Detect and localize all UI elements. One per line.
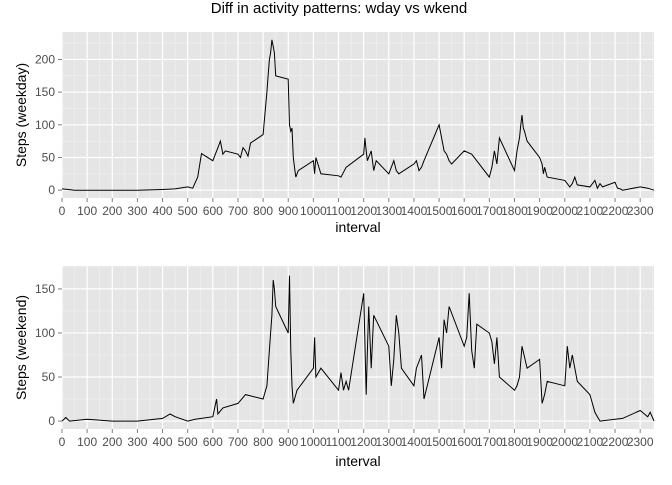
series-line <box>61 39 655 191</box>
y-tick-label: 150 <box>35 85 55 99</box>
x-tick-label: 800 <box>253 204 273 218</box>
x-tick-label: 1200 <box>350 435 377 449</box>
y-tick-label: 200 <box>35 52 55 66</box>
x-tick-label: 2000 <box>551 204 578 218</box>
x-tick-label: 400 <box>153 204 173 218</box>
y-tick-label: 0 <box>48 414 55 428</box>
x-tick-label: 1800 <box>501 435 528 449</box>
x-tick-label: 1900 <box>526 204 553 218</box>
x-tick-label: 1500 <box>426 204 453 218</box>
x-tick-label: 600 <box>203 204 223 218</box>
x-tick-label: 300 <box>127 435 147 449</box>
series-line <box>61 275 655 422</box>
x-tick-label: 1300 <box>375 435 402 449</box>
x-tick-label: 1700 <box>476 435 503 449</box>
weekend-panel: 0 100 200 300 400 500 600 700 800 900 100011001200… <box>13 266 655 469</box>
x-tick-label: 1600 <box>451 435 478 449</box>
x-tick-label: 2100 <box>577 435 604 449</box>
x-tick-label: 1200 <box>350 204 377 218</box>
x-axis-title: interval <box>335 453 380 469</box>
x-tick-label: 700 <box>228 435 248 449</box>
x-tick-label: 1600 <box>451 204 478 218</box>
x-tick-label: 1400 <box>401 435 428 449</box>
weekday-panel: 0 100 200 300 400 500 600 700 800 900 100011001200… <box>13 32 655 235</box>
x-tick-label: 500 <box>178 435 198 449</box>
x-tick-label: 1100 <box>326 435 352 449</box>
y-tick-label: 150 <box>35 282 55 296</box>
y-axis-title: Steps (weekend) <box>13 295 29 400</box>
x-tick-label: 400 <box>153 435 173 449</box>
x-tick-label: 800 <box>253 435 273 449</box>
x-tick-label: 2200 <box>602 435 629 449</box>
x-tick-label: 200 <box>102 204 122 218</box>
x-tick-label: 2300 <box>627 204 654 218</box>
y-axis-title: Steps (weekday) <box>13 63 29 167</box>
x-tick-label: 1000 <box>300 204 327 218</box>
x-tick-label: 500 <box>178 204 198 218</box>
x-tick-label: 1800 <box>501 204 528 218</box>
x-tick-label: 0 <box>59 435 66 449</box>
x-tick-label: 700 <box>228 204 248 218</box>
x-tick-label: 1000 <box>300 435 327 449</box>
x-tick-label: 2300 <box>627 435 654 449</box>
x-tick-label: 900 <box>278 204 298 218</box>
y-tick-label: 50 <box>42 150 56 164</box>
y-tick-label: 100 <box>35 326 55 340</box>
chart-title: Diff in activity patterns: wday vs wkend <box>211 0 468 17</box>
x-tick-label: 1900 <box>526 435 553 449</box>
x-tick-label: 900 <box>278 435 298 449</box>
y-tick-label: 0 <box>48 183 55 197</box>
x-tick-label: 600 <box>203 435 223 449</box>
y-tick-label: 50 <box>42 370 56 384</box>
x-tick-label: 100 <box>77 204 97 218</box>
x-tick-label: 1100 <box>326 204 352 218</box>
x-tick-label: 1500 <box>426 435 453 449</box>
x-tick-label: 1300 <box>375 204 402 218</box>
x-tick-label: 2100 <box>577 204 604 218</box>
plot-panel-background <box>62 266 654 429</box>
x-tick-label: 2000 <box>551 435 578 449</box>
x-tick-label: 100 <box>77 435 97 449</box>
x-tick-label: 2200 <box>602 204 629 218</box>
x-tick-label: 200 <box>102 435 122 449</box>
y-tick-label: 100 <box>35 118 55 132</box>
x-tick-label: 1400 <box>401 204 428 218</box>
x-tick-label: 300 <box>127 204 147 218</box>
x-tick-label: 0 <box>59 204 66 218</box>
x-axis-title: interval <box>335 219 380 235</box>
x-tick-label: 1700 <box>476 204 503 218</box>
